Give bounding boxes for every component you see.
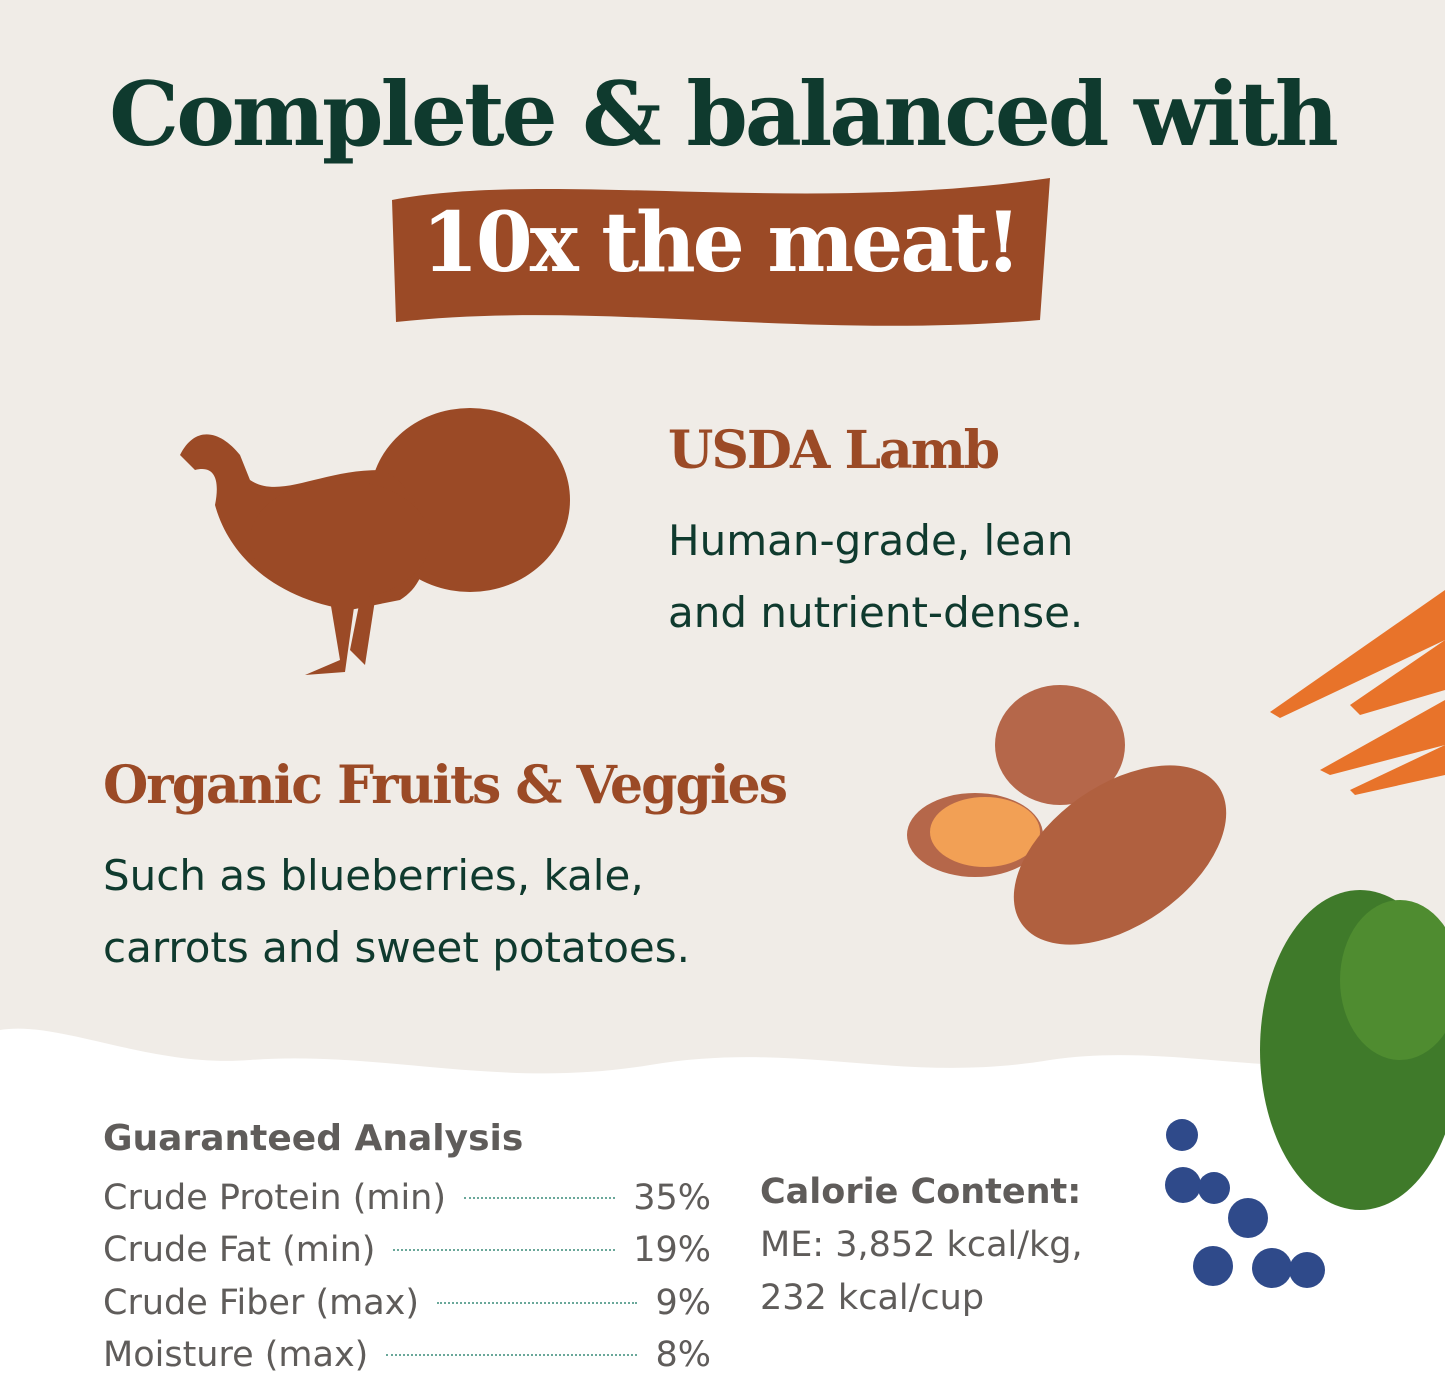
feature-title-lamb: USDA Lamb <box>668 420 1000 481</box>
dotted-leader <box>464 1197 616 1199</box>
row-value: 9% <box>655 1283 711 1323</box>
blueberries-image <box>1165 1119 1325 1288</box>
headline: Complete & balanced with <box>109 62 1339 166</box>
row-value: 19% <box>633 1230 711 1270</box>
row-label: Crude Protein (min) <box>103 1178 447 1218</box>
text-line: Such as blueberries, kale, <box>103 851 644 900</box>
turkey-icon <box>180 408 570 675</box>
kale-image <box>1260 890 1445 1210</box>
calorie-me: ME: 3,852 kcal/kg, <box>760 1225 1083 1265</box>
analysis-title: Guaranteed Analysis <box>103 1118 524 1159</box>
row-label: Crude Fiber (max) <box>103 1283 420 1323</box>
calorie-cup: 232 kcal/cup <box>760 1278 985 1318</box>
row-value: 8% <box>655 1335 711 1375</box>
row-label: Moisture (max) <box>103 1335 369 1375</box>
feature-title-veggies: Organic Fruits & Veggies <box>103 755 788 816</box>
dotted-leader <box>386 1354 638 1356</box>
dotted-leader <box>437 1302 638 1304</box>
text-line: Human-grade, lean <box>668 516 1074 565</box>
text-line: carrots and sweet potatoes. <box>103 923 690 972</box>
row-label: Crude Fat (min) <box>103 1230 376 1270</box>
analysis-row: Crude Protein (min) 35% <box>103 1178 711 1218</box>
analysis-row: Crude Fiber (max) 9% <box>103 1283 711 1323</box>
calorie-title: Calorie Content: <box>760 1172 1082 1212</box>
headline-banner <box>392 178 1050 326</box>
dotted-leader <box>393 1249 616 1251</box>
feature-text-lamb: Human-grade, lean and nutrient-dense. <box>668 505 1083 649</box>
row-value: 35% <box>633 1178 711 1218</box>
text-line: and nutrient-dense. <box>668 588 1084 637</box>
analysis-row: Moisture (max) 8% <box>103 1335 711 1375</box>
headline-banner-text: 10x the meat! <box>421 195 1022 291</box>
feature-text-veggies: Such as blueberries, kale, carrots and s… <box>103 840 690 984</box>
analysis-row: Crude Fat (min) 19% <box>103 1230 711 1270</box>
sweet-potato-image <box>907 685 1227 945</box>
carrots-image <box>1270 590 1445 795</box>
